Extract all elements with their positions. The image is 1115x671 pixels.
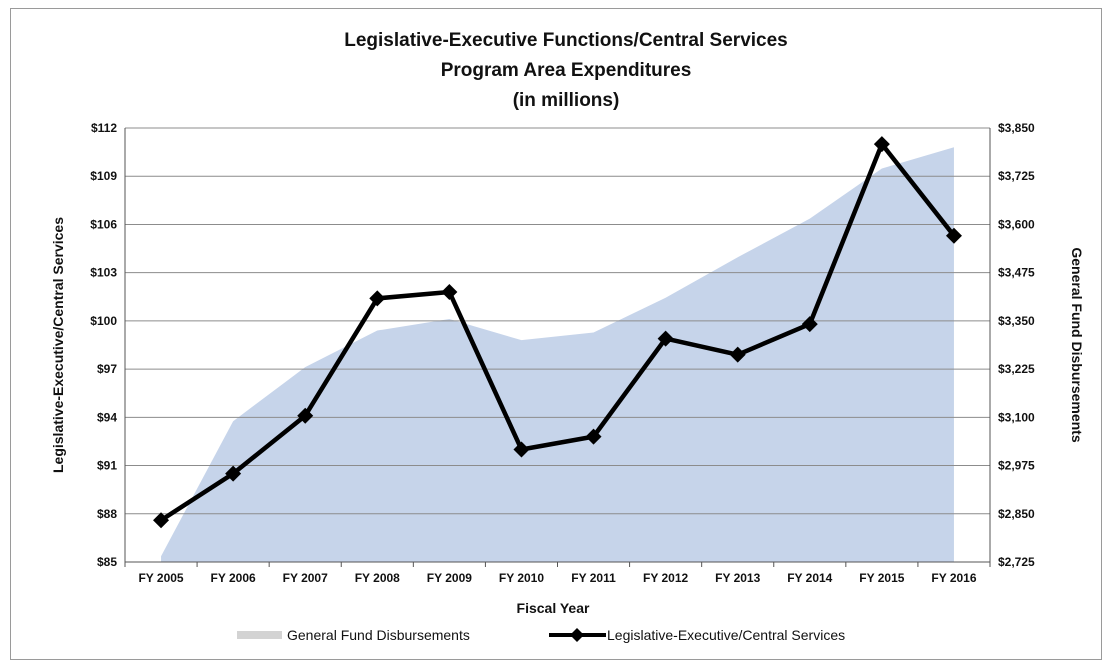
y-tick-label: $91 (97, 459, 117, 473)
y2-tick-label: $3,350 (998, 314, 1035, 328)
y-tick-label: $112 (91, 121, 117, 135)
y-tick-label: $109 (90, 169, 117, 183)
y2-tick-label: $2,975 (998, 459, 1035, 473)
x-tick-label: FY 2011 (571, 571, 616, 585)
legend-label-general-fund: General Fund Disbursements (287, 627, 470, 643)
legislative-point (801, 316, 818, 333)
legislative-point (729, 346, 746, 363)
legend-swatch-legislative-marker (570, 628, 584, 642)
legislative-point (873, 136, 890, 153)
x-tick-label: FY 2015 (859, 571, 904, 585)
y-tick-label: $97 (97, 362, 117, 376)
y2-tick-label: $3,100 (998, 410, 1035, 424)
x-tick-label: FY 2010 (499, 571, 544, 585)
legislative-line (159, 141, 956, 523)
legend-label-legislative: Legislative-Executive/Central Services (607, 627, 845, 643)
legislative-point (585, 428, 602, 445)
legislative-point (153, 512, 170, 529)
chart-title-line-2: Program Area Expenditures (441, 60, 692, 81)
x-tick-label: FY 2012 (643, 571, 688, 585)
x-tick-label: FY 2013 (715, 571, 760, 585)
y-tick-label: $100 (90, 314, 117, 328)
legislative-point (441, 283, 458, 300)
legend-swatch-general-fund (237, 631, 282, 639)
x-tick-label: FY 2007 (283, 571, 328, 585)
x-tick-label: FY 2009 (427, 571, 472, 585)
y2-tick-label: $2,725 (998, 555, 1035, 569)
legislative-point (657, 330, 674, 347)
y-tick-label: $85 (97, 555, 117, 569)
y2-tick-label: $3,850 (998, 121, 1035, 135)
y-tick-label: $103 (90, 266, 117, 280)
chart-title-line-3: (in millions) (513, 90, 620, 111)
x-tick-label: FY 2014 (787, 571, 832, 585)
y-tick-label: $94 (97, 410, 117, 424)
legislative-point (297, 407, 314, 424)
y2-tick-label: $3,475 (998, 266, 1035, 280)
x-tick-label: FY 2008 (355, 571, 400, 585)
x-tick-label: FY 2016 (931, 571, 976, 585)
chart-title: Legislative-Executive Functions/Central … (344, 30, 788, 111)
y-axis-title: Legislative-Executive/Central Services (50, 217, 66, 473)
legend: General Fund Disbursements Legislative-E… (237, 627, 845, 643)
line-layer (153, 136, 962, 529)
legislative-point (513, 441, 530, 458)
legislative-point (225, 465, 242, 482)
x-tick-label: FY 2006 (211, 571, 256, 585)
y2-tick-label: $2,850 (998, 507, 1035, 521)
x-tick-label: FY 2005 (138, 571, 183, 585)
y2-axis-title: General Fund Disbursements (1069, 247, 1085, 442)
y-tick-label: $88 (97, 507, 117, 521)
general-fund-area (161, 147, 954, 563)
axes: $85 $88 $91 $94 $97 $100 $103 $106 $109 $112 $2,72… (90, 121, 1035, 585)
legislative-point (945, 227, 962, 244)
legislative-point (369, 290, 386, 307)
y2-tick-label: $3,225 (998, 362, 1035, 376)
y2-tick-label: $3,600 (998, 217, 1035, 231)
x-axis-title: Fiscal Year (517, 600, 590, 616)
chart-title-line-1: Legislative-Executive Functions/Central … (344, 30, 788, 51)
area-layer (161, 147, 954, 563)
y2-tick-label: $3,725 (998, 169, 1035, 183)
y-tick-label: $106 (90, 217, 117, 231)
